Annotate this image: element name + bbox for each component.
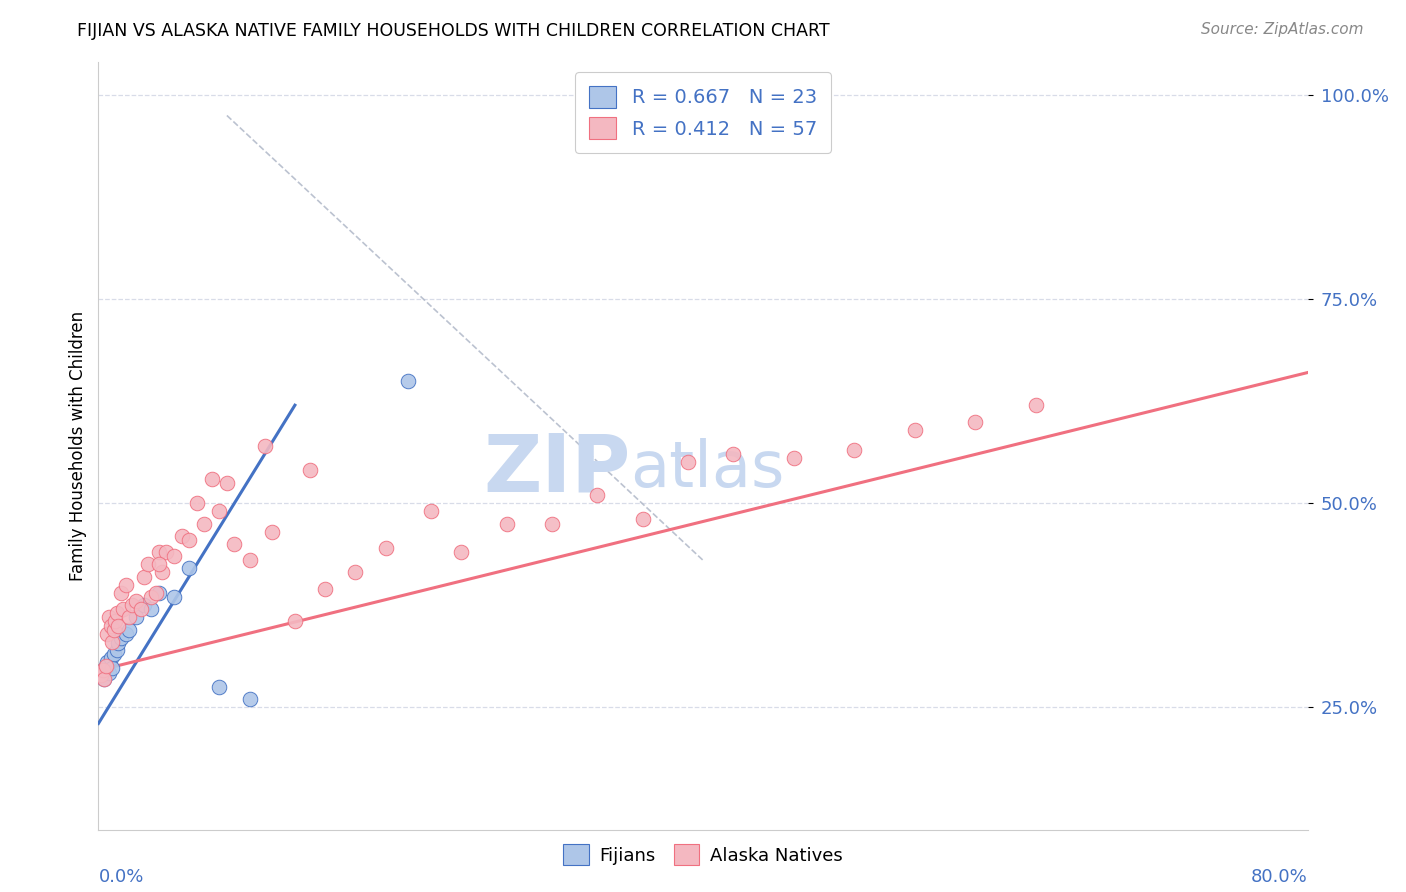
Point <box>121 598 143 612</box>
Point <box>114 578 136 592</box>
Legend: Fijians, Alaska Natives: Fijians, Alaska Natives <box>554 835 852 874</box>
Point <box>141 602 163 616</box>
Point <box>98 610 121 624</box>
Point <box>193 516 215 531</box>
Point <box>114 626 136 640</box>
Text: Source: ZipAtlas.com: Source: ZipAtlas.com <box>1201 22 1364 37</box>
Point <box>101 635 124 649</box>
Point <box>676 455 699 469</box>
Point <box>224 537 246 551</box>
Point <box>132 598 155 612</box>
Point <box>239 553 262 567</box>
Point <box>136 558 159 572</box>
Point <box>110 586 132 600</box>
Point <box>163 549 186 564</box>
Point <box>91 664 114 678</box>
Point <box>96 655 118 669</box>
Point <box>110 631 132 645</box>
Point <box>186 496 208 510</box>
Point <box>90 667 112 681</box>
Point <box>103 647 125 661</box>
Point <box>783 451 806 466</box>
Point <box>132 569 155 583</box>
Point <box>93 672 115 686</box>
Point <box>100 651 122 665</box>
Point <box>201 472 224 486</box>
Point <box>141 590 163 604</box>
Y-axis label: Family Households with Children: Family Households with Children <box>69 311 87 581</box>
Text: FIJIAN VS ALASKA NATIVE FAMILY HOUSEHOLDS WITH CHILDREN CORRELATION CHART: FIJIAN VS ALASKA NATIVE FAMILY HOUSEHOLD… <box>77 22 830 40</box>
Point <box>118 623 141 637</box>
Text: atlas: atlas <box>630 438 785 500</box>
Point <box>163 590 186 604</box>
Point <box>118 610 141 624</box>
Text: ZIP: ZIP <box>484 430 630 508</box>
Point <box>420 504 443 518</box>
Point <box>96 626 118 640</box>
Point <box>299 463 322 477</box>
Point <box>90 667 112 681</box>
Point <box>125 594 148 608</box>
Point <box>170 529 193 543</box>
Point <box>148 586 170 600</box>
Point <box>105 643 128 657</box>
Point <box>111 602 134 616</box>
Point <box>100 618 122 632</box>
Point <box>98 665 121 680</box>
Point <box>586 488 609 502</box>
Point <box>208 504 231 518</box>
Point <box>239 692 262 706</box>
Point <box>94 659 117 673</box>
Point <box>103 623 125 637</box>
Point <box>1024 398 1046 412</box>
Point <box>262 524 284 539</box>
Point <box>208 680 231 694</box>
Point <box>904 423 927 437</box>
Text: 0.0%: 0.0% <box>98 869 143 887</box>
Point <box>155 545 177 559</box>
Point <box>374 541 396 555</box>
Point <box>284 615 307 629</box>
Point <box>495 516 517 531</box>
Point <box>107 618 129 632</box>
Point <box>145 586 167 600</box>
Point <box>107 636 129 650</box>
Point <box>253 439 276 453</box>
Legend: R = 0.667   N = 23, R = 0.412   N = 57: R = 0.667 N = 23, R = 0.412 N = 57 <box>575 72 831 153</box>
Point <box>150 566 173 580</box>
Point <box>125 610 148 624</box>
Point <box>104 615 127 629</box>
Point <box>344 566 367 580</box>
Point <box>101 661 124 675</box>
Point <box>91 664 114 678</box>
Point <box>148 545 170 559</box>
Text: 80.0%: 80.0% <box>1251 869 1308 887</box>
Point <box>105 607 128 621</box>
Point <box>450 545 472 559</box>
Point <box>215 475 238 490</box>
Point <box>93 672 115 686</box>
Point <box>129 602 152 616</box>
Point <box>396 374 419 388</box>
Point <box>723 447 745 461</box>
Point <box>94 659 117 673</box>
Point <box>631 512 654 526</box>
Point <box>540 516 562 531</box>
Point <box>179 533 201 547</box>
Point <box>314 582 336 596</box>
Point <box>148 558 170 572</box>
Point <box>965 415 987 429</box>
Point <box>179 561 201 575</box>
Point <box>844 443 866 458</box>
